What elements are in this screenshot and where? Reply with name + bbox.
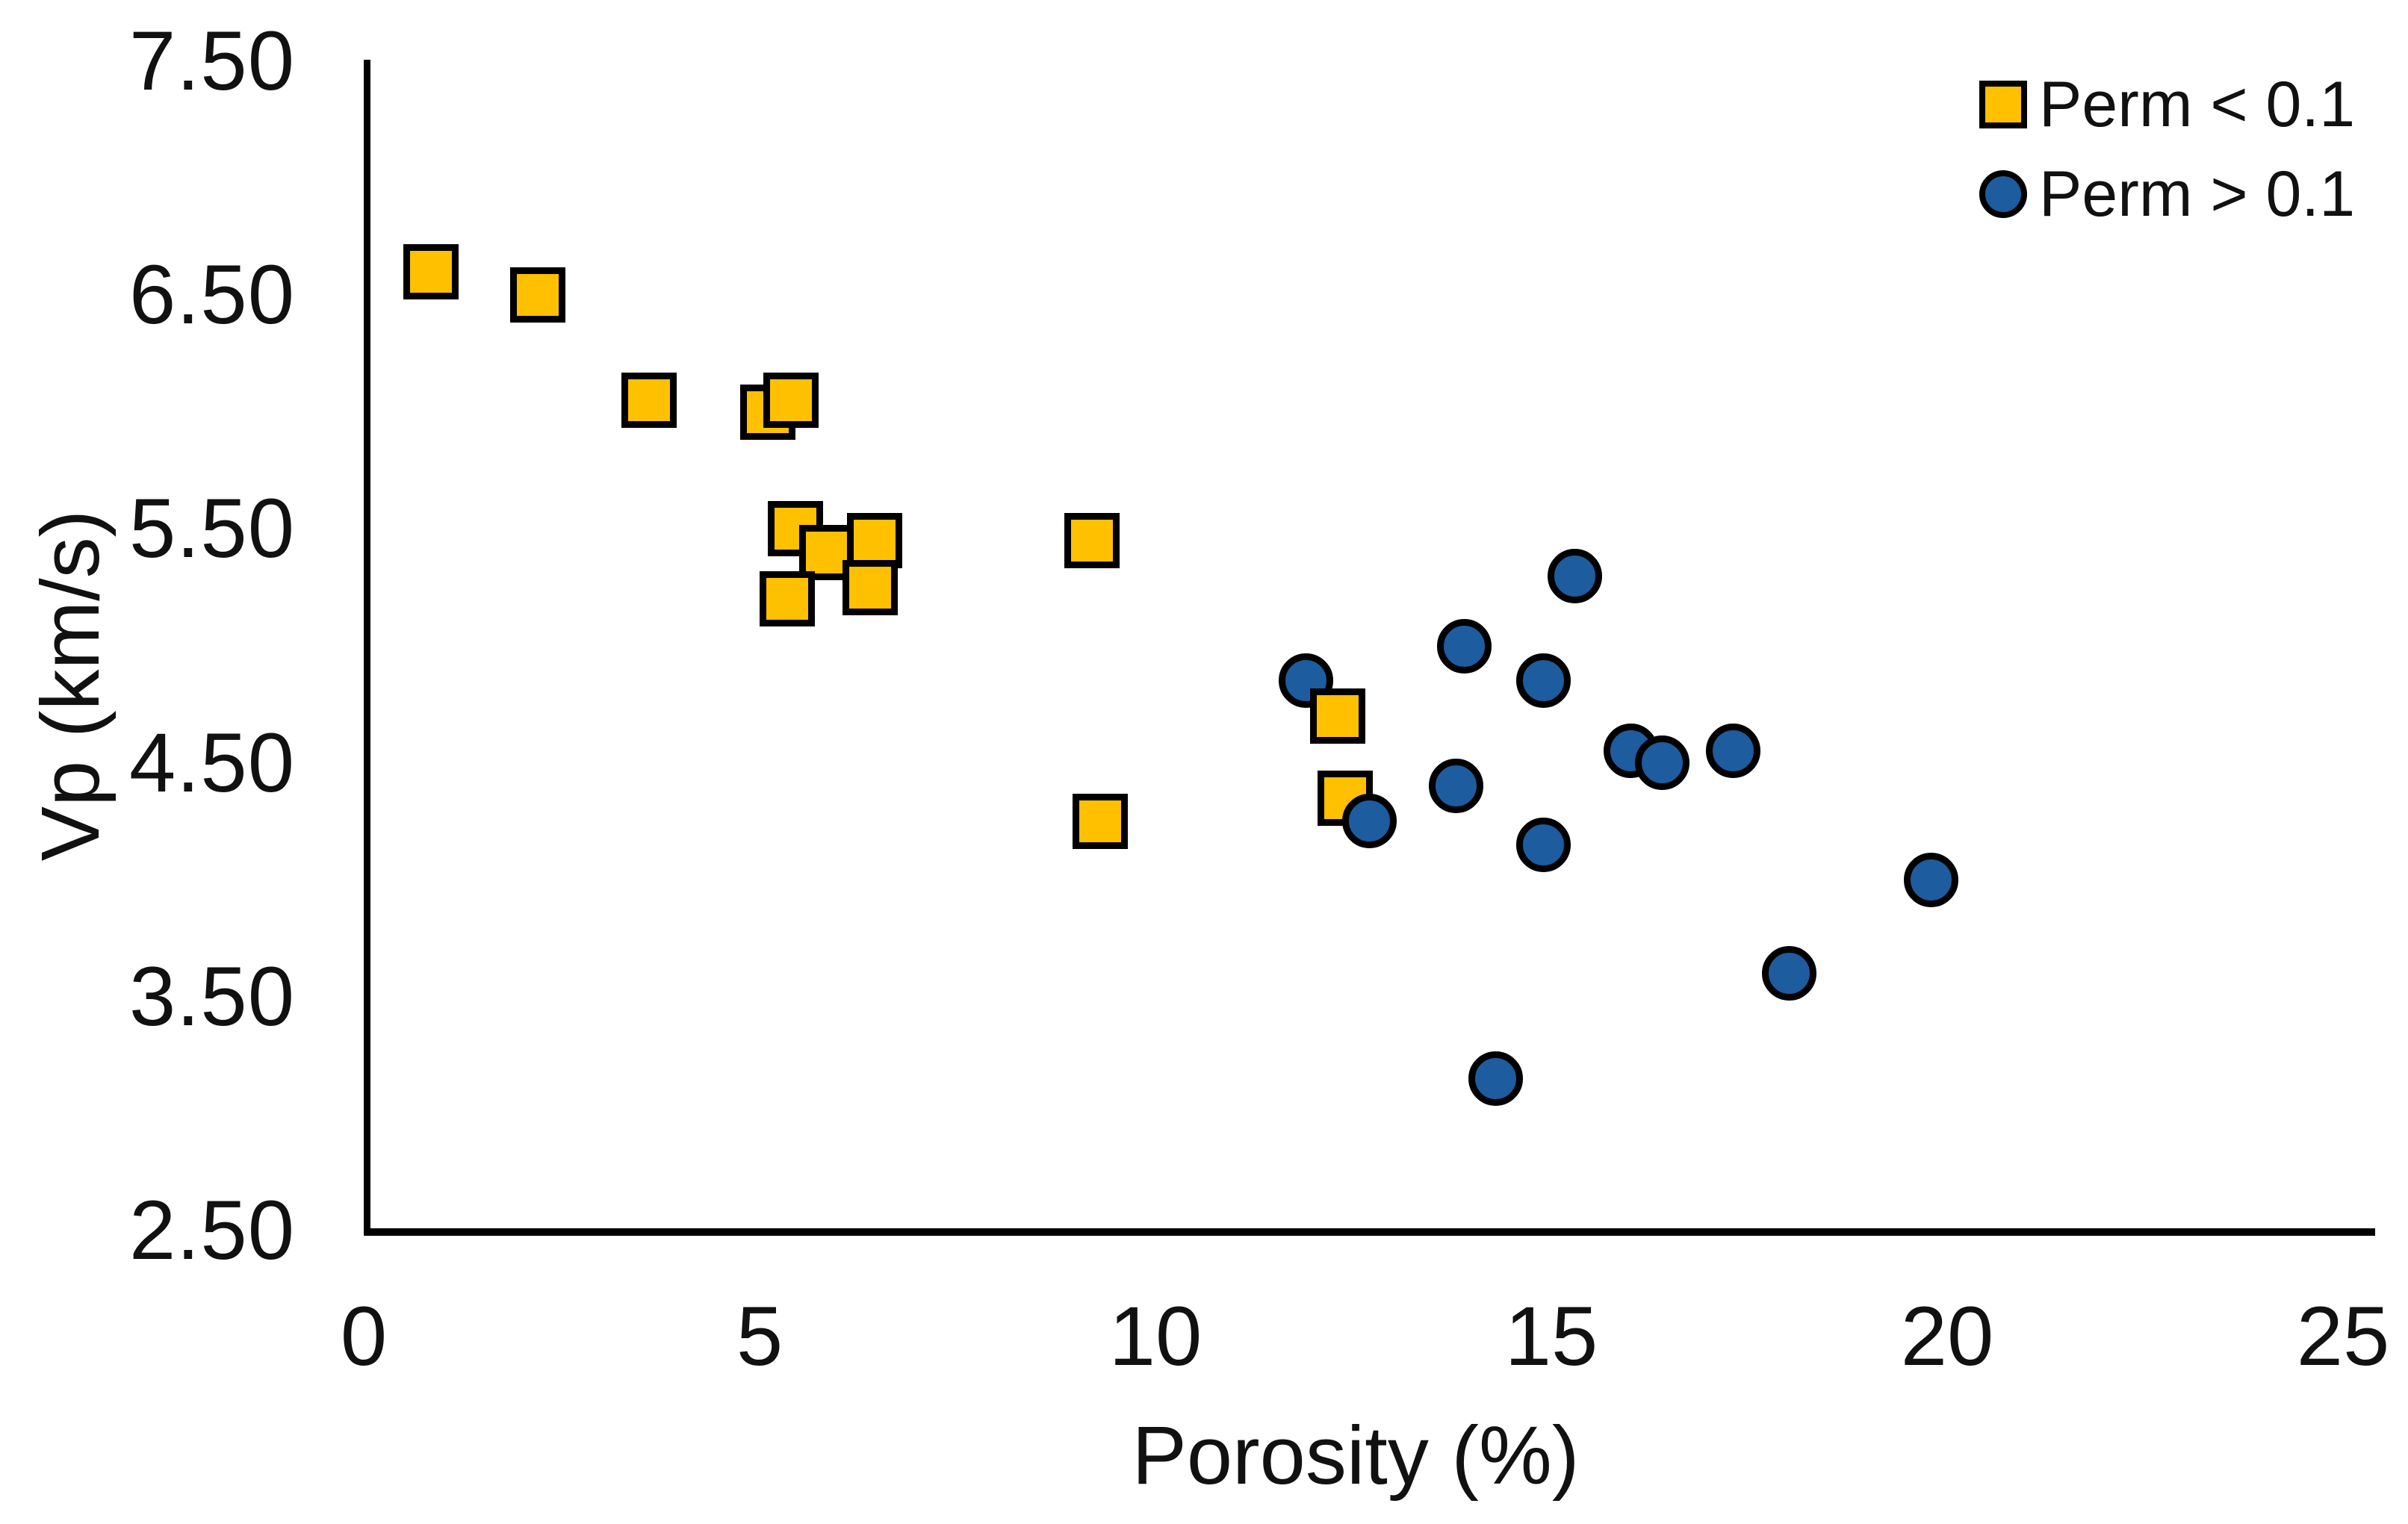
data-point-circle: [1706, 724, 1761, 779]
y-tick-label: 3.50: [129, 949, 295, 1043]
data-point-square: [1064, 513, 1120, 569]
data-point-square: [621, 373, 677, 429]
data-point-square: [843, 559, 899, 615]
y-axis-title: Vp (km/s): [25, 509, 117, 862]
x-tick-label: 0: [340, 1290, 388, 1383]
data-point-circle: [1761, 945, 1816, 1001]
y-axis-line: [364, 60, 370, 1235]
data-point-circle: [1515, 817, 1571, 872]
data-point-square: [403, 243, 459, 299]
data-point-circle: [1468, 1051, 1524, 1106]
legend-circle-marker-icon: [1979, 170, 2027, 218]
data-point-circle: [1904, 852, 1959, 907]
y-tick-label: 7.50: [129, 14, 295, 108]
data-point-circle: [1634, 735, 1689, 791]
y-tick-label: 6.50: [129, 248, 295, 342]
data-point-square: [763, 373, 819, 429]
data-point-square: [1309, 688, 1365, 744]
x-tick-label: 10: [1108, 1290, 1203, 1383]
data-point-square: [510, 267, 566, 323]
x-tick-label: 25: [2296, 1290, 2390, 1383]
y-tick-label: 4.50: [129, 715, 295, 809]
data-point-circle: [1548, 548, 1603, 603]
x-axis-title: Porosity (%): [1132, 1410, 1580, 1502]
data-point-square: [760, 571, 816, 627]
x-tick-label: 5: [736, 1290, 783, 1383]
x-tick-label: 15: [1504, 1290, 1598, 1383]
y-tick-label: 5.50: [129, 482, 295, 576]
data-point-circle: [1429, 759, 1484, 814]
legend-label: Perm < 0.1: [2039, 69, 2356, 140]
y-tick-label: 2.50: [129, 1184, 295, 1277]
data-point-circle: [1436, 618, 1492, 674]
legend: Perm < 0.1 Perm > 0.1: [1979, 56, 2398, 250]
data-point-circle: [1515, 653, 1571, 709]
data-point-circle: [1341, 794, 1397, 849]
data-point-circle: [1278, 653, 1333, 709]
legend-label: Perm > 0.1: [2039, 158, 2356, 230]
x-tick-label: 20: [1900, 1290, 1994, 1383]
data-point-square: [1072, 793, 1128, 849]
x-axis-line: [364, 1228, 2375, 1236]
legend-square-marker-icon: [1979, 81, 2027, 128]
